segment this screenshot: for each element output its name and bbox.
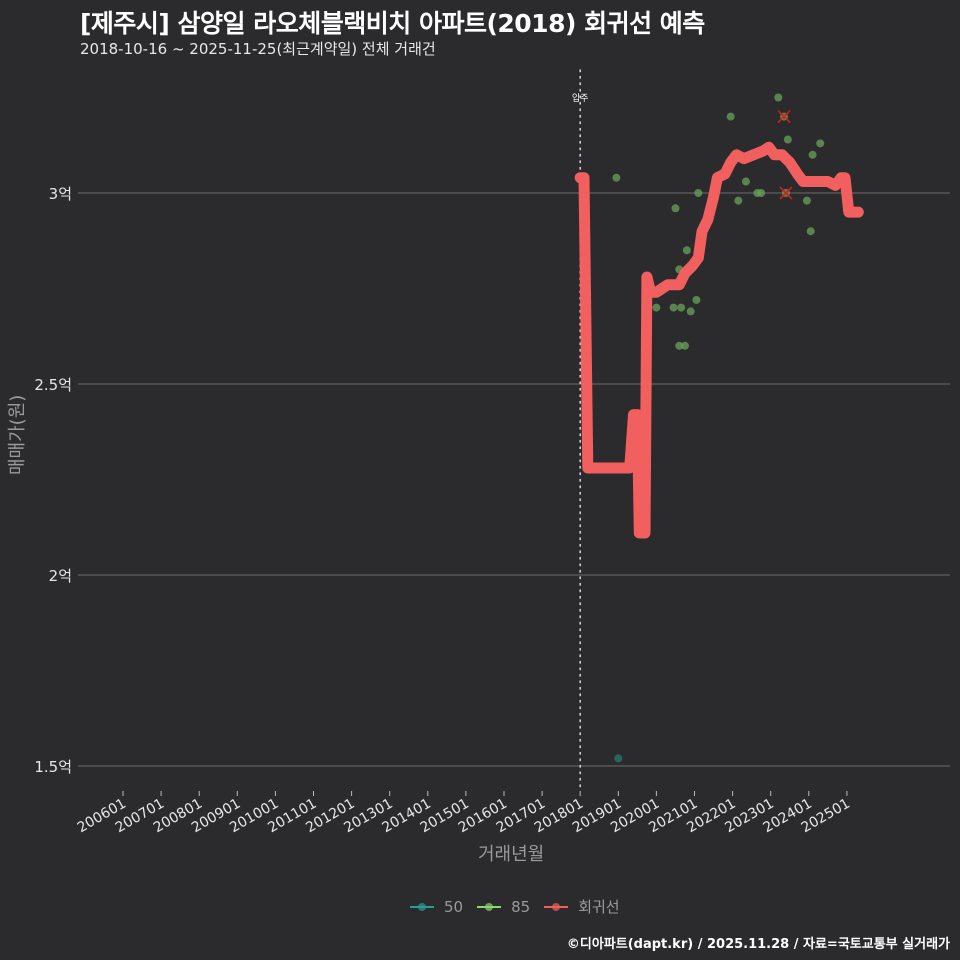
gridlines xyxy=(78,192,950,767)
legend-line-icon xyxy=(410,902,434,912)
x-axis-ticks: 2006012007012008012009012010012011012012… xyxy=(75,791,853,836)
data-point-85 xyxy=(686,307,695,316)
data-point-85 xyxy=(806,227,815,236)
legend-item-50: 50 xyxy=(410,898,463,916)
legend-item-85: 85 xyxy=(477,898,530,916)
y-tick-label: 1.5억 xyxy=(34,758,72,776)
regression-line xyxy=(574,141,864,539)
data-point-85 xyxy=(677,303,686,312)
scatter-points xyxy=(612,93,825,763)
data-point-85 xyxy=(783,135,792,144)
chart-subtitle: 2018-10-16 ~ 2025-11-25(최근계약일) 전체 거래건 xyxy=(80,40,436,58)
y-axis-ticks: 1.5억 2억 2.5억 3억 xyxy=(34,185,72,776)
y-tick-label: 2.5억 xyxy=(34,376,72,394)
data-point-85 xyxy=(741,177,750,186)
data-point-85 xyxy=(694,189,703,197)
legend-line-icon xyxy=(544,902,569,912)
move-in-marker: 입주 xyxy=(572,69,589,791)
data-point-85 xyxy=(652,303,661,312)
chart-title: [제주시] 삼양일 라오체블랙비치 아파트(2018) 회귀선 예측 xyxy=(80,9,705,38)
data-point-85 xyxy=(671,204,680,213)
x-axis-label: 거래년월 xyxy=(478,844,545,865)
data-point-85 xyxy=(692,295,701,304)
y-axis-label: 매매가(원) xyxy=(7,394,28,475)
data-point-85 xyxy=(802,196,811,205)
legend-line-icon xyxy=(477,902,502,912)
cancelled-x-icon xyxy=(777,110,791,124)
data-point-85 xyxy=(757,189,766,197)
legend-label: 85 xyxy=(511,897,531,916)
data-point-85 xyxy=(669,303,678,312)
data-point-85 xyxy=(675,341,684,350)
data-point-85 xyxy=(734,196,743,205)
data-point-85 xyxy=(682,246,691,255)
source-caption: ©디아파트(dapt.kr) / 2025.11.28 / 자료=국토교통부 실… xyxy=(566,937,950,952)
legend-item-regression: 회귀선 xyxy=(544,896,620,917)
data-point-85 xyxy=(808,150,817,159)
data-point-85 xyxy=(726,112,735,121)
data-point-85 xyxy=(680,341,689,350)
data-point-85 xyxy=(816,139,825,148)
legend-label: 50 xyxy=(444,897,464,916)
data-point-85 xyxy=(774,93,783,102)
cancelled-deal-markers xyxy=(777,110,793,200)
cancelled-x-icon xyxy=(779,186,793,200)
data-point-50 xyxy=(614,754,623,763)
legend-label: 회귀선 xyxy=(578,898,620,916)
legend: 50 85 회귀선 xyxy=(410,896,626,917)
y-tick-label: 2억 xyxy=(49,567,72,585)
data-point-85 xyxy=(612,173,621,182)
y-tick-label: 3억 xyxy=(49,185,72,203)
move-in-label: 입주 xyxy=(572,92,589,104)
